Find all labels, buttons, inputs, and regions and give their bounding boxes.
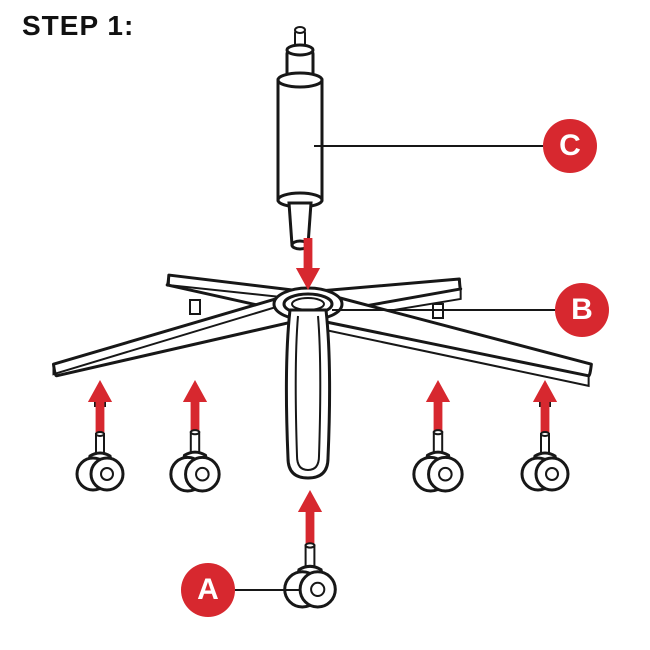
caster-wheel: [285, 543, 336, 607]
assembly-diagram: STEP 1: CBA: [0, 0, 650, 650]
caster-wheel: [522, 432, 568, 490]
caster-wheel: [171, 430, 219, 491]
caster-wheel: [414, 430, 462, 491]
diagram-svg: [0, 0, 650, 650]
caster-wheel: [77, 432, 123, 490]
